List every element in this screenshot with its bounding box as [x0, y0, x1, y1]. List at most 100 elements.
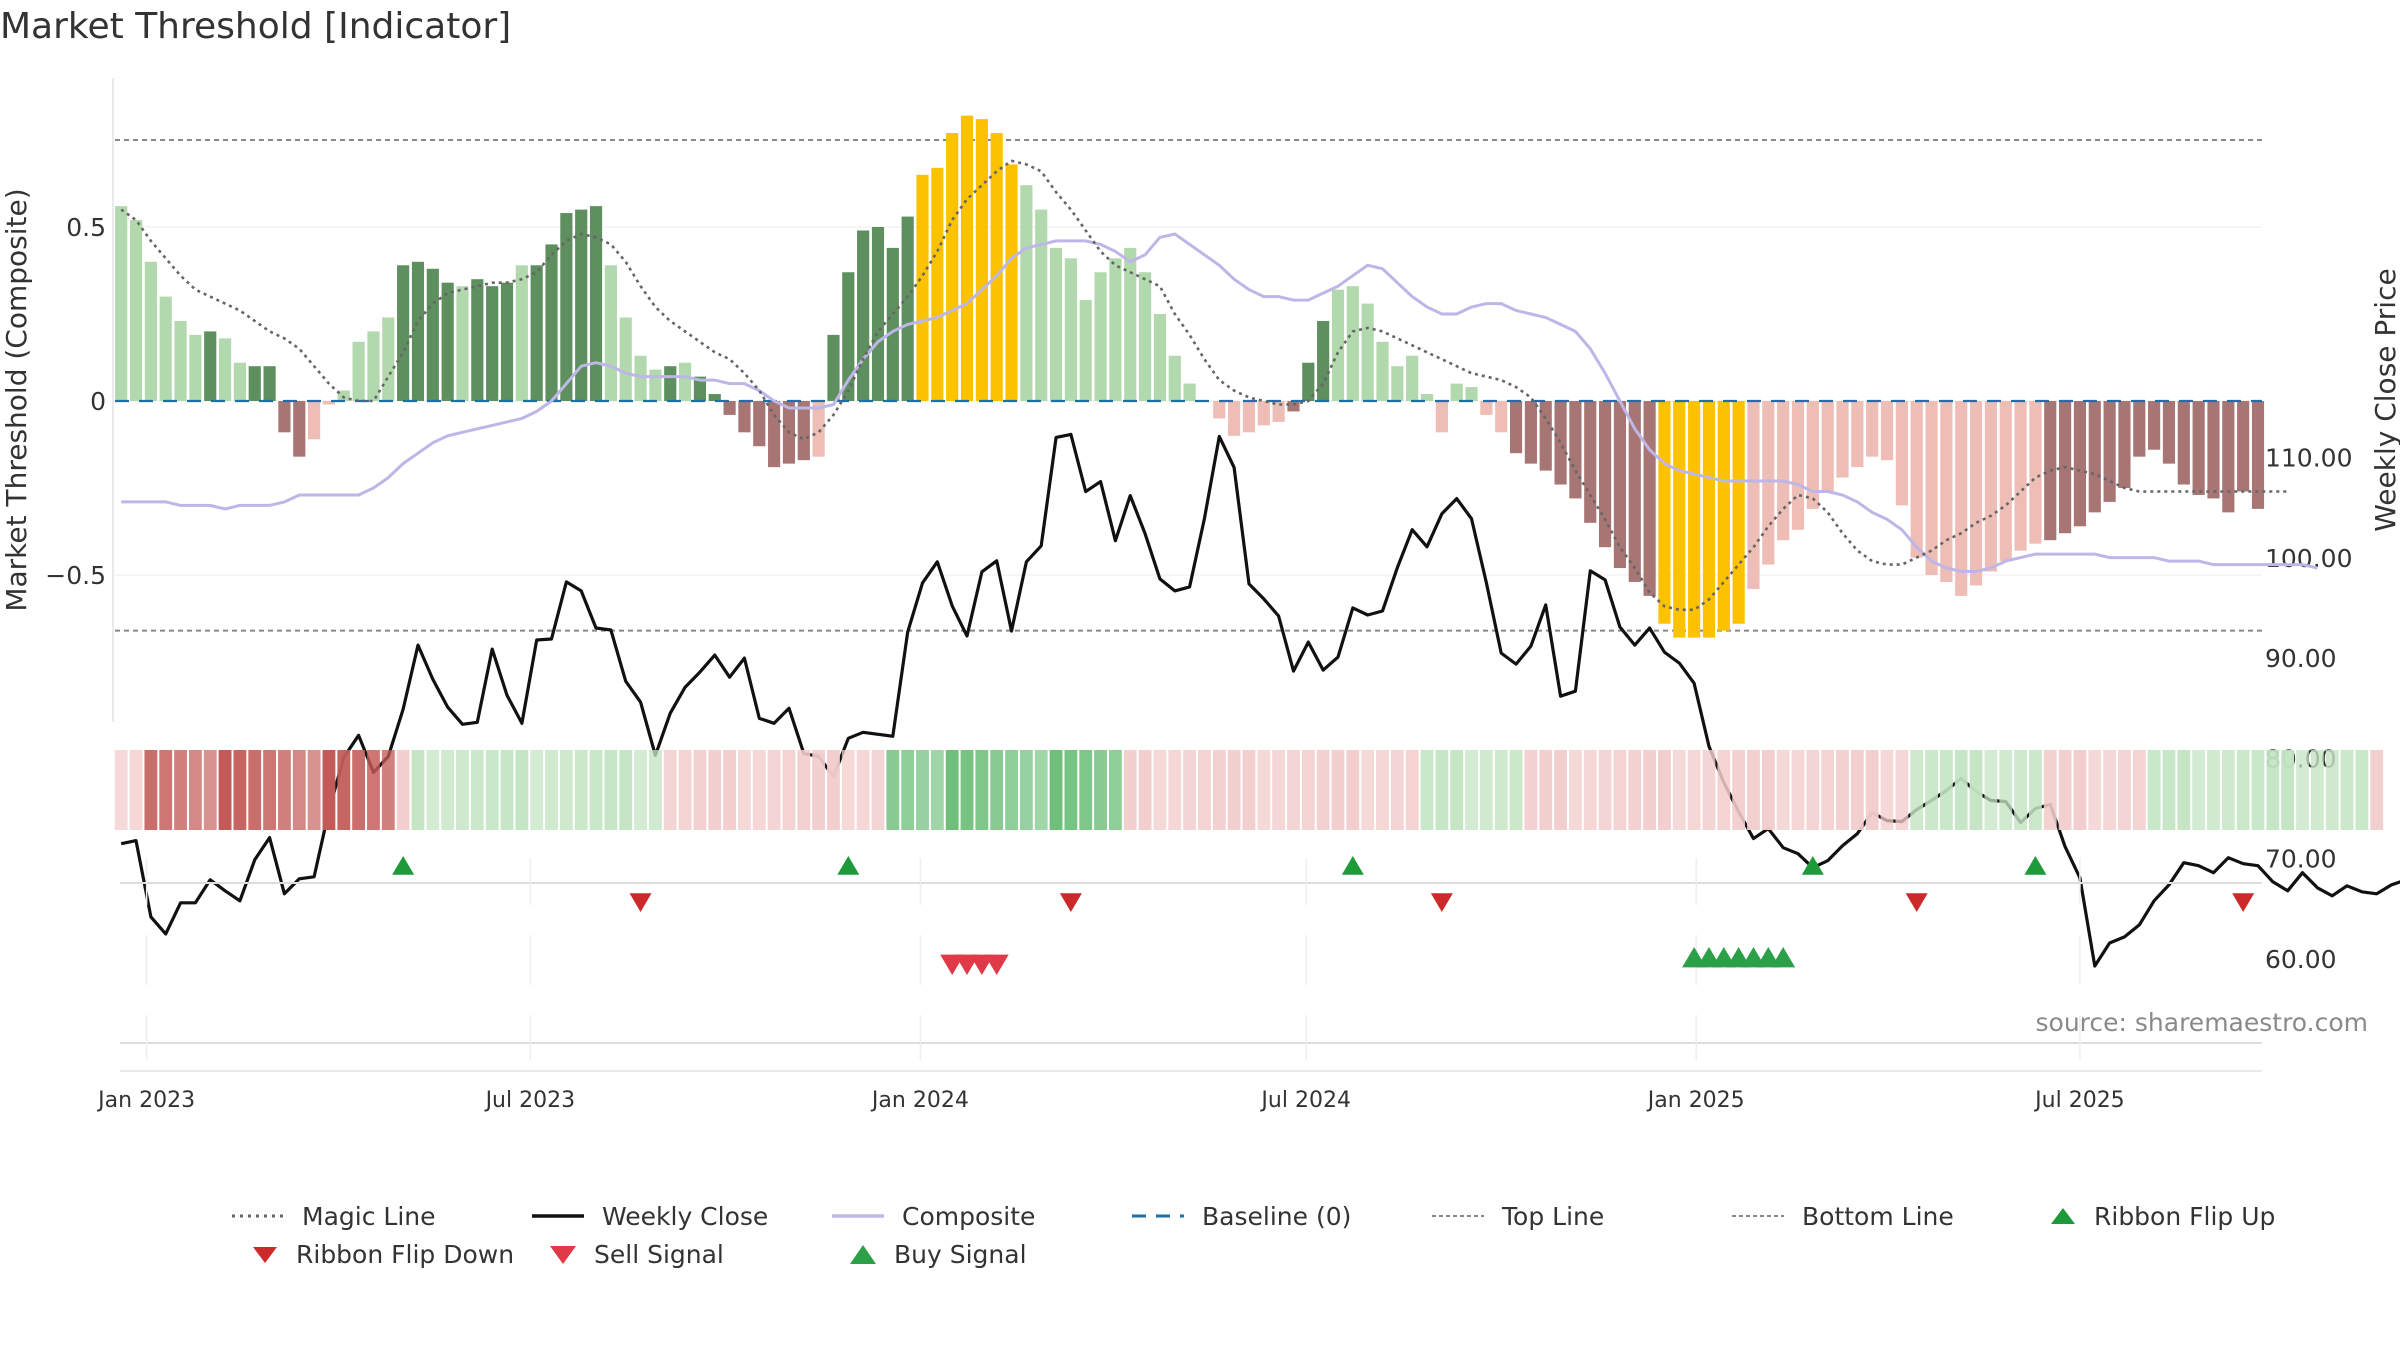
source-note: source: sharemaestro.com [2035, 1008, 2369, 1037]
ribbon-flip-up-marker [2024, 856, 2047, 875]
ribbon-cell [1613, 750, 1627, 830]
legend-label: Ribbon Flip Down [296, 1239, 515, 1269]
composite-bar [1049, 247, 1063, 401]
x-tick-label: Jul 2025 [2033, 1088, 2125, 1113]
legend-item-buy-signal: Buy Signal [848, 1236, 1027, 1272]
composite-bar [278, 401, 291, 433]
composite-bar [1495, 401, 1508, 433]
ribbon-cell [1717, 750, 1731, 830]
ribbon-cell [2296, 750, 2309, 830]
composite-bar [1554, 401, 1567, 485]
ribbon-cell [233, 750, 247, 830]
ribbon-cell [782, 750, 796, 830]
composite-bar [1688, 401, 1701, 638]
composite-bar [1242, 401, 1256, 433]
composite-bar [1851, 401, 1864, 468]
composite-bar [248, 366, 261, 401]
composite-bar [382, 317, 395, 401]
composite-bar [723, 401, 736, 415]
ribbon-cell [411, 750, 425, 830]
legend-swatch-weekly-close [532, 1214, 584, 1218]
ribbon-cell [456, 750, 469, 830]
ribbon-cell [2325, 750, 2339, 830]
composite-bar [1762, 401, 1775, 565]
ribbon-cell [1732, 750, 1746, 830]
composite-bar [2222, 401, 2235, 513]
legend-label: Top Line [1502, 1201, 1605, 1231]
composite-bar [946, 133, 959, 402]
ribbon-cell [1198, 750, 1211, 830]
composite-bar [1406, 355, 1419, 401]
ribbon-cell [2118, 750, 2131, 830]
ribbon-cell [1108, 750, 1122, 830]
ribbon-cell [2207, 750, 2220, 830]
composite-bar [738, 401, 751, 433]
composite-bar [619, 317, 632, 401]
sell-signal-marker [984, 954, 1009, 975]
ribbon-flip-up-marker [1801, 856, 1824, 875]
ribbon-cell [1910, 750, 1924, 830]
chart-canvas: 0.50−0.5110.00100.0090.0080.0070.0060.00… [0, 78, 2400, 1113]
composite-bar [1183, 383, 1196, 401]
ribbon-cell [1138, 750, 1152, 830]
legend-item-ribbon-flip-down: Ribbon Flip Down [250, 1236, 514, 1272]
ribbon-cell [1049, 750, 1063, 830]
ribbon-cell [1287, 750, 1300, 830]
legend-item-weekly-close: Weekly Close [530, 1198, 768, 1234]
composite-bar [471, 279, 484, 401]
composite-bar [604, 265, 617, 401]
ribbon-flip-down-marker [1430, 893, 1453, 912]
ribbon-cell [485, 750, 499, 830]
ribbon-cell [1925, 750, 1938, 830]
ribbon-cell [1227, 750, 1241, 830]
composite-bar [2103, 401, 2116, 502]
ribbon-cell [1064, 750, 1078, 830]
ribbon-cell [2355, 750, 2369, 830]
composite-bar [960, 115, 974, 401]
composite-bar [708, 394, 721, 401]
composite-bar [2014, 401, 2027, 551]
composite-bar [931, 167, 944, 401]
ribbon-cell [827, 750, 840, 830]
composite-bar [1777, 401, 1790, 541]
ribbon-cell [2340, 750, 2354, 830]
composite-bar [456, 286, 469, 401]
composite-bar [678, 362, 692, 401]
composite-bar [1420, 394, 1434, 401]
composite-bar [1509, 401, 1523, 454]
ribbon-cell [470, 750, 484, 830]
ribbon-cell [1598, 750, 1612, 830]
composite-bar [1064, 258, 1077, 401]
composite-bar [352, 341, 365, 401]
ribbon-cell [619, 750, 633, 830]
ribbon-cell [930, 750, 944, 830]
ribbon-cell [1079, 750, 1093, 830]
ribbon-cell [114, 750, 128, 830]
ribbon-cell [871, 750, 885, 830]
ribbon-cell [2014, 750, 2027, 830]
composite-bar [115, 206, 128, 401]
composite-bar [1109, 258, 1122, 401]
ribbon-cell [2058, 750, 2072, 830]
composite-bar [322, 401, 336, 405]
composite-bar [1435, 401, 1448, 433]
composite-bar [575, 209, 588, 401]
x-tick-label: Jul 2024 [1259, 1088, 1351, 1113]
composite-bar [1539, 401, 1552, 471]
ribbon-cell [1850, 750, 1864, 830]
ribbon-cell [693, 750, 707, 830]
left-tick-label: −0.5 [45, 561, 106, 590]
legend-swatch-magic-line [232, 1214, 284, 1218]
composite-bar [308, 401, 321, 440]
ribbon-cell [2266, 750, 2280, 830]
ribbon-cell [723, 750, 737, 830]
composite-bar [1702, 401, 1716, 638]
composite-bar [1302, 362, 1315, 401]
composite-bar [144, 261, 157, 401]
composite-bar [589, 206, 603, 401]
composite-bar [2251, 401, 2265, 509]
ribbon-cell [159, 750, 173, 830]
ribbon-cell [1331, 750, 1345, 830]
legend-item-composite: Composite [830, 1198, 1035, 1234]
ribbon-cell [1939, 750, 1953, 830]
